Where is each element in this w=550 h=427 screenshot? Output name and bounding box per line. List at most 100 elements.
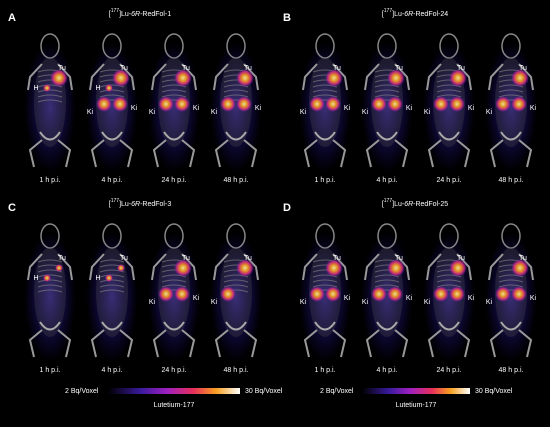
foreleg bbox=[394, 253, 410, 281]
uptake bbox=[325, 96, 341, 112]
foreleg bbox=[332, 63, 348, 91]
time-label: 4 h p.i. bbox=[376, 177, 397, 184]
pelvis bbox=[314, 131, 336, 141]
organ-label: Ki bbox=[131, 105, 138, 112]
organ-label: Tu bbox=[333, 255, 341, 262]
foreleg bbox=[57, 253, 73, 281]
organ-label: Ki bbox=[211, 109, 218, 116]
foreleg bbox=[364, 63, 380, 91]
foreleg bbox=[488, 253, 504, 281]
hindleg bbox=[489, 139, 504, 168]
panel-letter: B bbox=[283, 12, 291, 24]
rib bbox=[37, 94, 63, 98]
rib bbox=[37, 289, 63, 293]
organ-label: Ki bbox=[300, 299, 307, 306]
hindleg bbox=[456, 139, 471, 168]
rib bbox=[99, 284, 125, 288]
mouse-scan bbox=[361, 223, 413, 362]
rib bbox=[312, 279, 338, 283]
foreleg bbox=[518, 63, 534, 91]
organ-label: Ki bbox=[255, 105, 262, 112]
title-part: [ bbox=[109, 201, 111, 208]
uptake bbox=[511, 96, 527, 112]
uptake bbox=[236, 69, 254, 87]
foreleg bbox=[57, 63, 73, 91]
colorbar bbox=[108, 388, 240, 394]
uptake bbox=[325, 69, 343, 87]
uptake bbox=[158, 286, 174, 302]
organ-label: Ki bbox=[149, 299, 156, 306]
organ-label: Ki bbox=[406, 105, 413, 112]
colorbar bbox=[362, 388, 470, 394]
uptake bbox=[236, 96, 252, 112]
colorbar-name: Lutetium-177 bbox=[154, 402, 195, 409]
colorbar-min: 2 Bq/Voxel bbox=[320, 388, 354, 395]
uptake bbox=[433, 286, 449, 302]
foreleg bbox=[213, 63, 229, 91]
hindleg bbox=[181, 329, 196, 358]
uptake bbox=[117, 264, 125, 272]
panel-title: [177]Lu-6R-RedFol-1 bbox=[109, 8, 172, 18]
time-label: 1 h p.i. bbox=[314, 177, 335, 184]
organ-label: Tu bbox=[120, 255, 128, 262]
foreleg bbox=[302, 253, 318, 281]
organ-label: Ki bbox=[362, 109, 369, 116]
foreleg bbox=[27, 63, 43, 91]
organ-label: Ki bbox=[193, 105, 200, 112]
organ-label: Ki bbox=[468, 105, 475, 112]
organ-label: Ki bbox=[424, 299, 431, 306]
foreleg bbox=[181, 63, 197, 91]
pelvis bbox=[500, 131, 522, 141]
rib bbox=[37, 99, 63, 103]
uptake bbox=[158, 96, 174, 112]
foreleg bbox=[119, 253, 135, 281]
title-part: [ bbox=[382, 11, 384, 18]
uptake bbox=[220, 286, 236, 302]
hindleg bbox=[28, 329, 43, 358]
uptake bbox=[449, 96, 465, 112]
rib bbox=[37, 274, 63, 278]
uptake bbox=[96, 96, 112, 112]
uptake bbox=[387, 96, 403, 112]
pelvis bbox=[376, 321, 398, 331]
rib bbox=[436, 89, 462, 93]
title-part: -RedFol-24 bbox=[413, 11, 448, 18]
hindleg bbox=[28, 139, 43, 168]
rib bbox=[37, 284, 63, 288]
time-label: 48 h p.i. bbox=[224, 177, 249, 184]
uptake bbox=[309, 96, 325, 112]
organ-label: Ki bbox=[87, 109, 94, 116]
organ-label: Ki bbox=[149, 109, 156, 116]
rib bbox=[498, 279, 524, 283]
time-label: 24 h p.i. bbox=[437, 177, 462, 184]
hindleg bbox=[119, 329, 134, 358]
title-part: -RedFol-25 bbox=[413, 201, 448, 208]
hindleg bbox=[518, 139, 533, 168]
title-part: 6R bbox=[131, 11, 140, 18]
hindleg bbox=[152, 329, 167, 358]
pelvis bbox=[438, 321, 460, 331]
uptake bbox=[387, 286, 403, 302]
organ-label: Tu bbox=[519, 255, 527, 262]
hindleg bbox=[181, 139, 196, 168]
uptake bbox=[387, 259, 405, 277]
rib bbox=[99, 259, 125, 263]
time-label: 48 h p.i. bbox=[224, 367, 249, 374]
foreleg bbox=[394, 63, 410, 91]
colorbar-max: 30 Bq/Voxel bbox=[245, 388, 283, 395]
pelvis bbox=[101, 131, 123, 141]
hindleg bbox=[243, 139, 258, 168]
hindleg bbox=[427, 329, 442, 358]
pelvis bbox=[314, 321, 336, 331]
title-part: [ bbox=[382, 201, 384, 208]
organ-label: Ki bbox=[193, 295, 200, 302]
organ-label: Ki bbox=[211, 299, 218, 306]
foreleg bbox=[243, 253, 259, 281]
foreleg bbox=[151, 253, 167, 281]
title-part: ]Lu- bbox=[392, 201, 405, 208]
organ-label: Ki bbox=[530, 295, 537, 302]
time-label: 1 h p.i. bbox=[39, 177, 60, 184]
foreleg bbox=[243, 63, 259, 91]
pelvis bbox=[438, 131, 460, 141]
